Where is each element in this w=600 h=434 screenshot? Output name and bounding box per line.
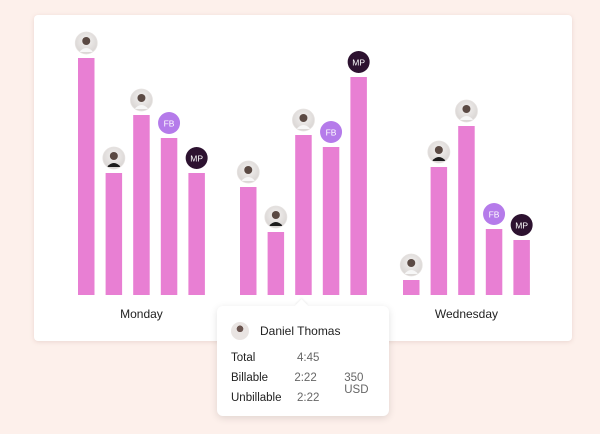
row-amount: 350 USD — [344, 372, 369, 396]
row-time: 2:22 — [297, 392, 320, 404]
row-label: Unbillable — [231, 392, 282, 404]
x-tick-label-wednesday: Wednesday — [435, 307, 498, 321]
bar-wednesday-1[interactable] — [403, 280, 420, 295]
svg-text:MP: MP — [515, 221, 528, 231]
user-avatar: FB — [158, 112, 181, 134]
bar-monday-3[interactable] — [133, 115, 150, 295]
bar-wednesday-4[interactable] — [485, 229, 503, 295]
svg-text:MP: MP — [352, 58, 365, 68]
svg-text:FB: FB — [489, 210, 500, 220]
tooltip-row-total: Total 4:45 — [231, 352, 349, 364]
user-avatar — [292, 108, 315, 132]
user-avatar — [130, 88, 153, 112]
bar-tuesday-5[interactable] — [350, 77, 367, 295]
tooltip-user-name: Daniel Thomas — [260, 324, 341, 338]
bar-tuesday-2[interactable] — [267, 232, 285, 295]
bar-monday-2[interactable] — [105, 173, 123, 295]
tooltip-row-billable: Billable 2:22 350 USD — [231, 372, 389, 396]
row-label: Total — [231, 352, 256, 364]
user-avatar: MP — [510, 214, 533, 236]
bar-monday-4[interactable] — [160, 138, 178, 295]
bar-tuesday-1[interactable] — [240, 187, 257, 295]
user-avatar — [236, 160, 260, 184]
user-avatar — [264, 205, 288, 229]
row-time: 2:22 — [294, 372, 317, 384]
row-label: Billable — [231, 372, 269, 384]
user-avatar: FB — [483, 203, 506, 225]
user-avatar — [102, 146, 126, 170]
svg-text:MP: MP — [190, 154, 203, 164]
bar-tuesday-4[interactable] — [322, 147, 340, 295]
bar-tuesday-3[interactable] — [295, 135, 312, 295]
bar-monday-5[interactable] — [188, 173, 205, 295]
tooltip-row-unbillable: Unbillable 2:22 — [231, 392, 349, 404]
user-avatar — [74, 31, 98, 55]
user-time-tooltip: Daniel Thomas Total 4:45 Billable 2:22 3… — [217, 306, 389, 416]
user-avatar — [399, 253, 423, 277]
bar-wednesday-3[interactable] — [458, 126, 475, 295]
bar-wednesday-2[interactable] — [430, 167, 448, 295]
user-avatar — [231, 322, 249, 340]
row-time: 4:45 — [297, 352, 320, 364]
svg-text:FB: FB — [164, 119, 175, 129]
user-avatar: MP — [347, 51, 370, 73]
bar-wednesday-5[interactable] — [513, 240, 530, 295]
user-avatar: FB — [320, 121, 343, 143]
user-avatar: MP — [185, 147, 208, 169]
bar-monday-1[interactable] — [78, 58, 95, 295]
user-avatar — [427, 140, 451, 164]
x-tick-label-monday: Monday — [120, 307, 163, 321]
user-avatar — [455, 99, 478, 123]
svg-text:FB: FB — [326, 128, 337, 138]
